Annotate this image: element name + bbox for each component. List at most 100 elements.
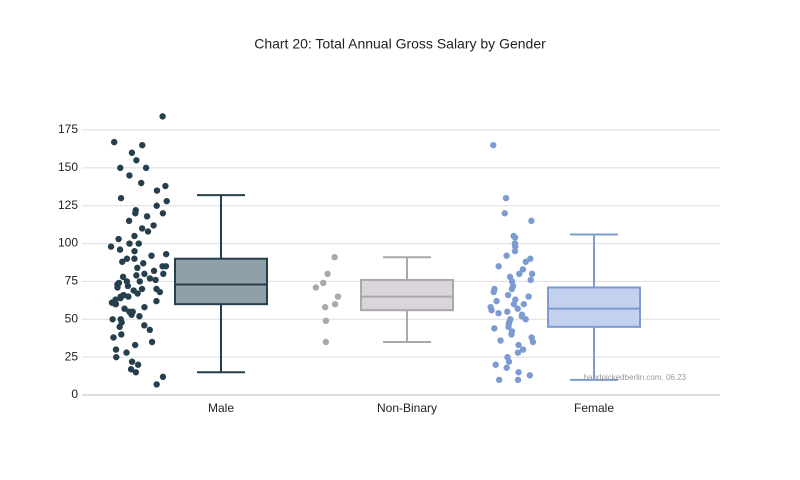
point xyxy=(111,138,118,146)
point xyxy=(144,228,152,235)
point xyxy=(522,316,529,323)
point xyxy=(131,232,138,240)
point xyxy=(150,222,157,229)
point xyxy=(119,273,127,281)
point xyxy=(119,258,126,265)
point xyxy=(514,305,521,312)
point xyxy=(508,331,515,338)
point xyxy=(109,316,116,323)
y-tick-label: 125 xyxy=(58,198,78,212)
point xyxy=(142,164,150,172)
y-tick-label: 25 xyxy=(65,349,79,363)
point xyxy=(138,225,146,232)
box xyxy=(174,257,268,306)
point xyxy=(134,290,141,297)
x-tick-label: Non-Binary xyxy=(377,401,437,415)
point xyxy=(134,264,141,271)
point xyxy=(131,255,138,262)
point xyxy=(515,369,522,376)
point xyxy=(502,194,510,202)
point xyxy=(152,276,159,284)
point xyxy=(490,141,497,149)
point xyxy=(136,278,143,285)
point xyxy=(125,293,132,300)
point xyxy=(123,255,131,262)
point xyxy=(493,297,500,305)
point xyxy=(127,366,135,373)
point xyxy=(505,358,513,365)
chart-title: Chart 20: Total Annual Gross Salary by G… xyxy=(254,36,546,52)
point xyxy=(495,376,503,384)
point xyxy=(117,194,125,202)
point xyxy=(503,252,510,259)
point xyxy=(508,285,516,293)
point xyxy=(148,252,155,259)
point xyxy=(110,334,117,341)
point xyxy=(150,267,158,275)
y-tick-label: 150 xyxy=(58,160,78,174)
point xyxy=(118,331,125,338)
point xyxy=(511,247,519,255)
point xyxy=(153,381,160,388)
point xyxy=(529,338,537,346)
point xyxy=(123,349,130,356)
point xyxy=(131,247,138,255)
point xyxy=(527,276,534,284)
point xyxy=(141,270,148,278)
point xyxy=(160,270,167,278)
point xyxy=(114,284,121,291)
point xyxy=(322,338,330,346)
point xyxy=(116,246,124,253)
point xyxy=(116,323,123,331)
point xyxy=(148,338,156,346)
point xyxy=(115,235,122,243)
point xyxy=(163,197,170,205)
box xyxy=(547,286,641,328)
point xyxy=(153,297,160,305)
point xyxy=(131,341,139,349)
x-tick-label: Male xyxy=(208,401,234,415)
point xyxy=(133,157,140,164)
point xyxy=(132,210,139,217)
y-tick-label: 175 xyxy=(58,122,78,136)
point xyxy=(112,300,119,308)
point xyxy=(488,307,495,314)
point xyxy=(159,263,166,270)
y-tick-label: 50 xyxy=(65,311,79,325)
point xyxy=(146,326,153,334)
point xyxy=(126,172,133,179)
point xyxy=(156,288,164,296)
point xyxy=(512,243,519,250)
point xyxy=(504,308,511,315)
point xyxy=(128,358,136,365)
point xyxy=(134,361,142,368)
point xyxy=(128,149,136,156)
point xyxy=(510,300,518,308)
point xyxy=(321,303,329,311)
point xyxy=(514,376,522,384)
point xyxy=(528,217,535,225)
point xyxy=(135,240,142,247)
point xyxy=(520,300,528,308)
point xyxy=(331,300,339,308)
point xyxy=(138,285,146,293)
point xyxy=(159,113,166,120)
point xyxy=(492,361,499,368)
point xyxy=(495,263,502,270)
point xyxy=(525,293,532,300)
point xyxy=(162,250,170,258)
point xyxy=(515,341,522,349)
point xyxy=(113,353,120,361)
point xyxy=(107,243,115,250)
point xyxy=(319,279,327,287)
point xyxy=(140,260,147,267)
point xyxy=(519,266,527,273)
point xyxy=(141,303,148,311)
point xyxy=(117,164,124,172)
x-tick-label: Female xyxy=(574,401,614,415)
point xyxy=(516,270,523,278)
y-tick-label: 0 xyxy=(71,387,78,401)
point xyxy=(505,323,512,331)
point xyxy=(491,325,498,332)
